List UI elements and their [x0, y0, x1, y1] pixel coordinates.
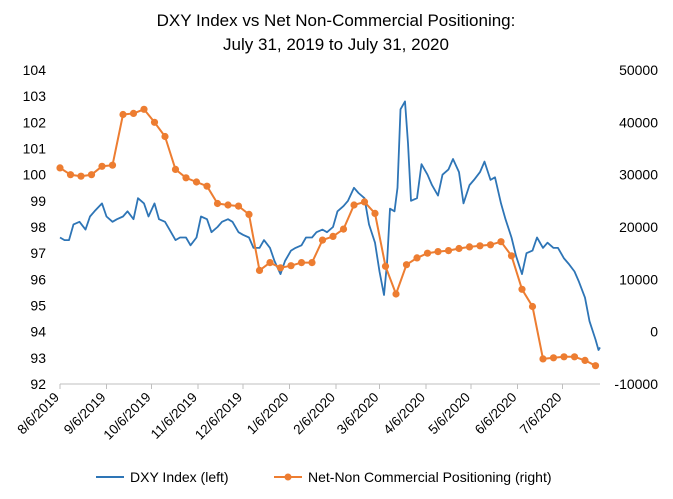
left-tick-label: 99: [30, 193, 46, 209]
positioning-point: [434, 248, 442, 256]
positioning-markers: [56, 105, 600, 370]
x-tick-label: 10/6/2019: [101, 390, 154, 443]
positioning-point: [402, 261, 411, 269]
positioning-point: [413, 254, 421, 262]
dxy-index-line: [59, 100, 601, 351]
chart-title-line2: July 31, 2019 to July 31, 2020: [223, 35, 449, 54]
x-tick-label: 12/6/2019: [192, 390, 245, 443]
positioning-point: [486, 241, 495, 249]
positioning-point: [308, 259, 316, 267]
positioning-point: [192, 178, 201, 186]
x-tick-label: 6/6/2020: [472, 390, 520, 438]
positioning-point: [371, 209, 379, 217]
positioning-line: [59, 108, 596, 367]
positioning-point: [245, 210, 253, 218]
positioning-point: [213, 199, 222, 208]
positioning-point: [528, 302, 537, 311]
x-tick-label: 4/6/2020: [380, 390, 428, 438]
left-tick-label: 102: [23, 114, 47, 130]
positioning-point: [497, 238, 505, 246]
positioning-point: [66, 171, 75, 179]
legend-dxy-label: DXY Index (left): [130, 469, 229, 485]
positioning-point: [318, 236, 327, 244]
x-axis-ticks: 8/6/20199/6/201910/6/201911/6/201912/6/2…: [14, 384, 565, 443]
positioning-point: [77, 172, 85, 180]
positioning-point: [287, 262, 295, 270]
x-tick-label: 1/6/2020: [244, 390, 292, 438]
right-tick-label: 0: [650, 324, 658, 340]
positioning-point: [266, 259, 274, 267]
positioning-point: [119, 110, 127, 119]
right-tick-label: 30000: [619, 167, 658, 183]
right-tick-label: 20000: [619, 219, 658, 235]
positioning-point: [329, 232, 337, 240]
positioning-point: [276, 264, 285, 272]
right-tick-label: 50000: [619, 62, 658, 78]
positioning-point: [161, 132, 169, 141]
positioning-point: [518, 285, 526, 293]
right-tick-label: 10000: [619, 271, 658, 287]
left-tick-label: 94: [30, 324, 46, 340]
x-tick-label: 5/6/2020: [425, 390, 473, 438]
positioning-point: [297, 259, 306, 267]
positioning-point: [255, 266, 264, 274]
positioning-point: [98, 162, 106, 170]
right-tick-label: 40000: [619, 114, 658, 130]
positioning-point: [360, 198, 369, 206]
left-tick-label: 92: [30, 376, 46, 392]
left-tick-label: 103: [23, 88, 47, 104]
positioning-point: [444, 247, 453, 255]
left-tick-label: 93: [30, 350, 46, 366]
positioning-point: [549, 354, 558, 362]
legend-positioning-label: Net-Non Commercial Positioning (right): [308, 469, 552, 485]
positioning-point: [465, 243, 474, 251]
positioning-point: [560, 353, 568, 361]
chart-title-line1: DXY Index vs Net Non-Commercial Position…: [157, 11, 516, 30]
x-tick-label: 11/6/2019: [148, 390, 200, 442]
left-tick-label: 96: [30, 271, 46, 287]
x-tick-label: 7/6/2020: [517, 390, 565, 438]
positioning-point: [234, 202, 243, 210]
left-tick-label: 98: [30, 219, 46, 235]
left-tick-label: 97: [30, 245, 46, 261]
positioning-point: [539, 355, 547, 363]
positioning-point: [182, 174, 190, 182]
positioning-point: [87, 171, 96, 179]
positioning-point: [129, 109, 138, 117]
positioning-point: [339, 225, 348, 233]
positioning-point: [171, 165, 180, 173]
legend-positioning-marker: [284, 473, 292, 481]
positioning-point: [203, 182, 211, 190]
left-tick-label: 104: [23, 62, 47, 78]
positioning-point: [507, 252, 516, 260]
x-tick-label: 8/6/2019: [14, 390, 62, 438]
positioning-point: [150, 118, 159, 126]
positioning-point: [108, 161, 117, 169]
positioning-point: [581, 356, 589, 364]
right-tick-label: -10000: [614, 376, 658, 392]
positioning-point: [476, 242, 484, 250]
x-tick-label: 3/6/2020: [334, 390, 382, 438]
positioning-point: [423, 249, 432, 257]
positioning-point: [224, 201, 232, 209]
positioning-point: [455, 244, 463, 253]
left-tick-label: 95: [30, 298, 46, 314]
positioning-point: [140, 105, 148, 113]
x-tick-label: 2/6/2020: [290, 390, 338, 438]
positioning-point: [570, 353, 579, 361]
positioning-point: [591, 362, 600, 370]
legend: DXY Index (left) Net-Non Commercial Posi…: [96, 469, 552, 485]
positioning-point: [56, 164, 64, 172]
left-tick-label: 100: [23, 167, 47, 183]
left-tick-label: 101: [23, 141, 47, 157]
right-axis-ticks: 50000 40000 30000 20000 10000 0 -10000: [614, 62, 658, 392]
positioning-point: [350, 201, 358, 209]
left-axis-ticks: 104 103 102 101 100 99 98 97 96 95 94 93 92: [23, 62, 47, 392]
positioning-point: [381, 262, 390, 270]
positioning-point: [392, 290, 400, 298]
